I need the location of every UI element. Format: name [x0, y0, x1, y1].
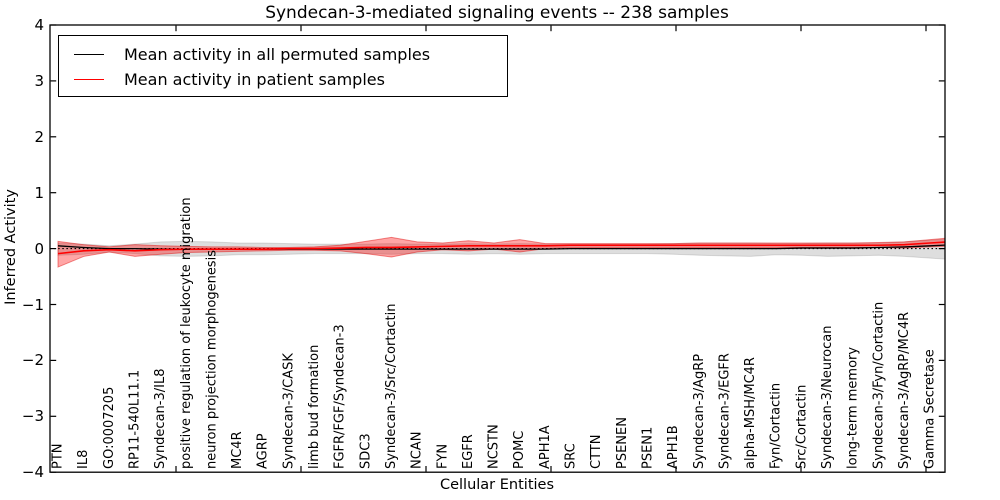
x-category-label: Syndecan-3/Fyn/Cortactin [871, 302, 886, 469]
x-category-label: positive regulation of leukocyte migrati… [179, 197, 194, 469]
x-category-label: CTTN [589, 435, 604, 469]
x-category-label: Fyn/Cortactin [769, 383, 784, 469]
x-category-label: RP11-540L11.1 [127, 370, 142, 469]
x-category-label: PTN [51, 443, 66, 469]
x-category-label: Syndecan-3/AgRP/MC4R [897, 312, 912, 469]
x-category-label: MC4R [230, 431, 245, 469]
y-tick-label: 4 [34, 16, 44, 34]
mean-line-patient [57, 241, 946, 255]
x-category-label: alpha-MSH/MC4R [743, 357, 758, 469]
legend-label: Mean activity in patient samples [124, 70, 385, 89]
x-category-label: GO:0007205 [102, 387, 117, 469]
x-category-label: Src/Cortactin [794, 385, 809, 469]
y-tick-label: −3 [21, 407, 44, 426]
legend-label: Mean activity in all permuted samples [124, 45, 431, 64]
y-tick-label: −1 [21, 295, 44, 314]
y-tick-label: −2 [21, 351, 44, 370]
x-category-label: NCAN [410, 432, 425, 469]
chart-title: Syndecan-3-mediated signaling events -- … [265, 3, 729, 23]
x-category-label: Syndecan-3/Neurocan [820, 326, 835, 469]
x-category-label: Syndecan-3/AgRP [692, 354, 707, 469]
x-category-label: PSEN1 [640, 427, 655, 469]
x-category-label: APH1B [666, 425, 681, 469]
x-axis-label: Cellular Entities [439, 477, 555, 493]
x-category-label: APH1A [538, 425, 553, 469]
legend-line-sample-permuted [74, 54, 104, 55]
x-category-label: POMC [512, 431, 527, 469]
x-category-label: Syndecan-3/EGFR [717, 353, 732, 469]
x-category-label: neuron projection morphogenesis [204, 250, 219, 469]
x-category-label: EGFR [461, 434, 476, 469]
x-category-label: NCSTN [487, 424, 502, 469]
x-category-label: Syndecan-3/IL8 [153, 369, 168, 469]
legend-item: Mean activity in all permuted samples [59, 42, 507, 67]
y-tick-label: 0 [34, 239, 44, 258]
x-category-label: PSENEN [615, 417, 630, 469]
y-tick-label: 3 [34, 71, 44, 90]
x-category-label: Syndecan-3/CASK [281, 353, 296, 469]
x-category-label: long-term memory [846, 347, 861, 469]
legend-line-sample-patient [74, 79, 104, 80]
axes-spines [49, 24, 946, 473]
x-category-label: FYN [435, 444, 450, 469]
x-category-label: FGFR/FGF/Syndecan-3 [333, 324, 348, 469]
y-tick-label: 1 [34, 183, 44, 202]
x-category-label: IL8 [76, 450, 91, 469]
legend-item: Mean activity in patient samples [59, 67, 507, 92]
x-category-label: AGRP [256, 433, 271, 469]
x-category-label: limb bud formation [307, 345, 322, 469]
x-category-label: Syndecan-3/Src/Cortactin [384, 303, 399, 469]
y-tick-label: −4 [21, 463, 44, 482]
x-category-label: Gamma Secretase [923, 349, 938, 469]
legend: Mean activity in all permuted samples Me… [58, 35, 508, 97]
x-category-label: SDC3 [358, 433, 373, 469]
x-category-label: SRC [564, 443, 579, 469]
y-tick-label: 2 [34, 127, 44, 146]
